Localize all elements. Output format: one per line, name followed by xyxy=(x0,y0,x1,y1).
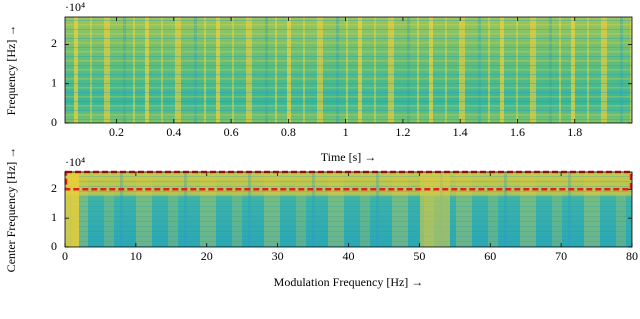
x-tick-label: 0 xyxy=(62,249,68,263)
x-tick-label: 0.4 xyxy=(166,125,181,139)
heatmap-image xyxy=(65,172,632,247)
x-tick-label: 1.8 xyxy=(567,125,582,139)
x-tick-label: 1.2 xyxy=(395,125,410,139)
y-tick-label: 1 xyxy=(51,75,57,89)
x-tick-label: 80 xyxy=(626,249,638,263)
y-tick-label: 0 xyxy=(51,115,57,129)
y-axis-label: Frequency [Hz] → xyxy=(4,25,18,116)
x-tick-label: 0.6 xyxy=(224,125,239,139)
plot-frame xyxy=(64,171,633,248)
plot-frame xyxy=(64,16,633,124)
y-scale-label: ·10⁴ xyxy=(65,155,85,169)
x-tick-label: 50 xyxy=(413,249,425,263)
x-axis-label: Time [s] → xyxy=(321,150,377,164)
y-tick-label: 0 xyxy=(51,239,57,253)
x-tick-label: 1.4 xyxy=(453,125,468,139)
x-tick-label: 20 xyxy=(201,249,213,263)
axes-layer: 0.2 0.4 0.6 0.8 1 1.2 1.4 1.6 1.8 0 1 2 ·10⁴ Time [s]… xyxy=(4,0,638,289)
heatmap-image xyxy=(65,17,632,123)
y-tick-label: 2 xyxy=(51,181,57,195)
x-tick-label: 0.2 xyxy=(109,125,124,139)
y-axis-label: Center Frequency [Hz] → xyxy=(4,147,18,273)
y-scale-label: ·10⁴ xyxy=(65,0,85,14)
y-tick-label: 1 xyxy=(51,210,57,224)
x-tick-label: 0.8 xyxy=(281,125,296,139)
x-tick-label: 1 xyxy=(343,125,349,139)
x-tick-label: 10 xyxy=(130,249,142,263)
x-tick-label: 40 xyxy=(343,249,355,263)
x-tick-label: 60 xyxy=(484,249,496,263)
x-tick-label: 30 xyxy=(272,249,284,263)
x-tick-label: 70 xyxy=(555,249,567,263)
x-tick-label: 1.6 xyxy=(510,125,525,139)
y-tick-label: 2 xyxy=(51,36,57,50)
x-axis-label: Modulation Frequency [Hz] → xyxy=(274,275,424,289)
